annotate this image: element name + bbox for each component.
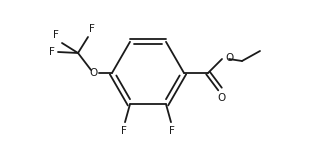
Text: O: O	[225, 53, 233, 63]
Text: F: F	[169, 126, 175, 136]
Text: O: O	[217, 93, 225, 103]
Text: F: F	[53, 30, 59, 40]
Text: F: F	[49, 47, 55, 57]
Text: F: F	[121, 126, 127, 136]
Text: F: F	[89, 24, 95, 34]
Text: O: O	[90, 68, 98, 78]
